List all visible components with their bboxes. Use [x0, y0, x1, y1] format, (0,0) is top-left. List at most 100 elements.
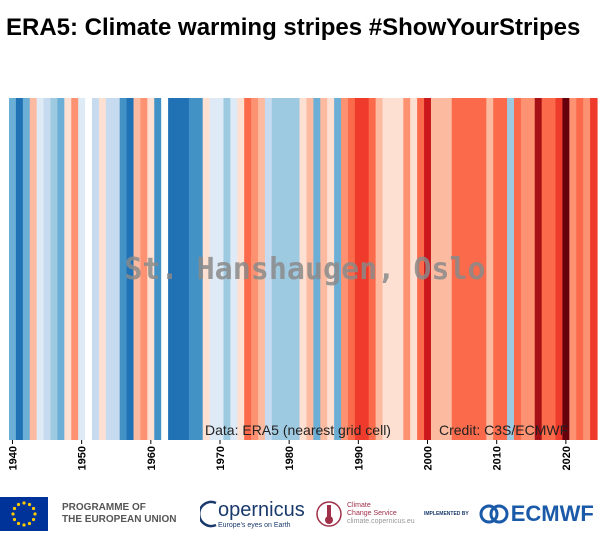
stripe-2006 [465, 98, 474, 440]
stripe-2009 [486, 98, 494, 440]
stripe-1958 [133, 98, 142, 440]
stripe-1960 [147, 98, 155, 440]
stripe-2017 [541, 98, 550, 440]
copernicus-tagline: Europe's eyes on Earth [218, 522, 291, 529]
stripe-1961 [154, 98, 162, 440]
tick-label-2000: 2000 [423, 446, 435, 470]
stripe-1941 [15, 98, 24, 440]
c3s-line1: Climate [347, 502, 371, 509]
stripe-1967 [195, 98, 204, 440]
stripe-2018 [548, 98, 557, 440]
stripe-2024 [590, 98, 598, 440]
stripe-1975 [251, 98, 259, 440]
footer-logos: PROGRAMME OF THE EUROPEAN UNION opernicu… [0, 494, 600, 534]
stripe-2020 [562, 98, 570, 440]
stripe-1970 [216, 98, 225, 440]
stripe-1990 [354, 98, 363, 440]
stripe-1997 [403, 98, 411, 440]
warming-stripes-chart: St. Hanshaugen, Oslo Data: ERA5 (nearest… [7, 98, 598, 470]
stripe-1966 [188, 98, 197, 440]
stripe-2007 [472, 98, 480, 440]
stripe-1955 [112, 98, 121, 440]
x-axis-ticks: 1940 1950 1960 1970 1980 1990 2000 2010 2020 [7, 440, 573, 470]
stripe-1978 [271, 98, 280, 440]
tick-label-1940: 1940 [7, 446, 19, 470]
eu-text-line2: THE EUROPEAN UNION [62, 514, 177, 525]
chart-title: ERA5: Climate warming stripes #ShowYourS… [6, 14, 581, 41]
stripe-1957 [126, 98, 135, 440]
stripe-1965 [181, 98, 190, 440]
eu-flag-icon [0, 497, 48, 531]
tick-label-1990: 1990 [353, 446, 365, 470]
stripe-1956 [119, 98, 128, 440]
stripe-1962 [161, 98, 169, 440]
stripe-1963 [168, 98, 176, 440]
stripe-1954 [105, 98, 114, 440]
stripe-2004 [451, 98, 460, 440]
stripe-1996 [396, 98, 404, 440]
stripe-2010 [493, 98, 501, 440]
stripe-2021 [569, 98, 577, 440]
stripe-2011 [500, 98, 508, 440]
stripe-1948 [64, 98, 72, 440]
stripe-1969 [209, 98, 218, 440]
stripe-2022 [576, 98, 584, 440]
implemented-by-label: IMPLEMENTED BY [424, 511, 469, 517]
stripe-1971 [223, 98, 231, 440]
ecmwf-logo: IMPLEMENTED BY ECMWF [424, 494, 594, 534]
tick-label-2020: 2020 [561, 446, 573, 470]
data-source-note: Data: ERA5 (nearest grid cell) [205, 422, 391, 438]
stripe-1952 [92, 98, 100, 440]
stripe-2013 [513, 98, 522, 440]
c3s-url: climate.copernicus.eu [347, 518, 415, 525]
stripe-1945 [43, 98, 52, 440]
stripe-2016 [534, 98, 543, 440]
stripe-2015 [527, 98, 536, 440]
eu-text-line1: PROGRAMME OF [62, 502, 146, 513]
tick-label-1960: 1960 [146, 446, 158, 470]
stripe-1950 [78, 98, 86, 440]
stripe-1980 [285, 98, 294, 440]
ecmwf-wordmark: ECMWF [510, 501, 594, 526]
stripe-1947 [57, 98, 65, 440]
stripe-2014 [520, 98, 529, 440]
stripe-1944 [36, 98, 45, 440]
tick-label-1970: 1970 [215, 446, 227, 470]
stripe-1986 [327, 98, 335, 440]
stripe-1999 [417, 98, 425, 440]
credit-note: Credit: C3S/ECMWF [439, 422, 568, 438]
stripe-1979 [278, 98, 287, 440]
stripe-1988 [341, 98, 349, 440]
tick-label-1950: 1950 [77, 446, 89, 470]
stripe-2023 [583, 98, 591, 440]
stripe-2001 [430, 98, 439, 440]
stripe-1940 [9, 98, 17, 440]
stripe-1993 [375, 98, 384, 440]
tick-label-1980: 1980 [284, 446, 296, 470]
stripe-2002 [437, 98, 446, 440]
stripe-1946 [50, 98, 59, 440]
stripe-1942 [22, 98, 31, 440]
stripe-2003 [444, 98, 453, 440]
stripe-1982 [299, 98, 308, 440]
copernicus-c-icon [200, 500, 217, 528]
c3s-logo: Climate Change Service climate.copernicu… [316, 494, 415, 534]
stripe-1968 [202, 98, 211, 440]
stripe-1964 [175, 98, 183, 440]
stripe-1981 [292, 98, 301, 440]
copernicus-logo: opernicus Europe's eyes on Earth [200, 494, 305, 534]
stripe-2008 [479, 98, 487, 440]
stripe-1983 [306, 98, 314, 440]
stripe-1984 [313, 98, 321, 440]
ecmwf-swirl-icon [479, 504, 509, 524]
stripe-1943 [29, 98, 38, 440]
stripe-2005 [458, 98, 467, 440]
stripe-1974 [244, 98, 252, 440]
tick-label-2010: 2010 [492, 446, 504, 470]
stripes-group [9, 98, 598, 440]
stripe-1987 [334, 98, 342, 440]
copernicus-wordmark: opernicus [218, 499, 305, 521]
stripe-1973 [237, 98, 245, 440]
c3s-line2: Change Service [347, 510, 397, 517]
stripe-1972 [230, 98, 238, 440]
